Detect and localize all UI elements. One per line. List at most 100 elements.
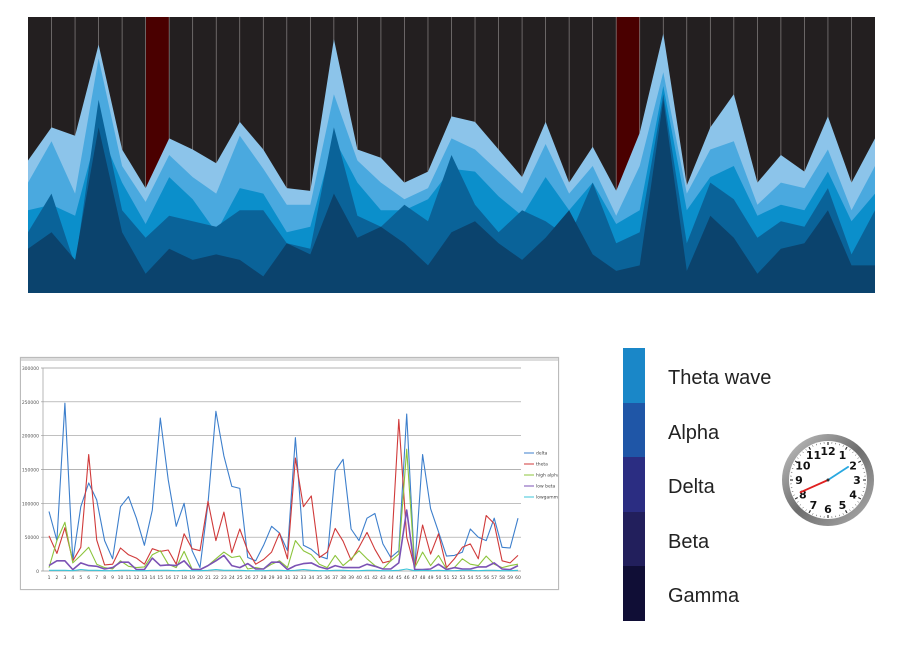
clock-tick xyxy=(844,446,848,450)
x-tick-label: 17 xyxy=(173,575,179,581)
brainwave-line-chart-panel: 0 50000 100000 150000 200000 250000 300000 1 2 3 4… xyxy=(20,357,561,590)
x-tick-label: 54 xyxy=(467,575,473,581)
clock-tick xyxy=(849,509,851,511)
x-tick-label: 29 xyxy=(269,575,275,581)
clock-tick xyxy=(857,501,859,503)
x-tick-label: 25 xyxy=(237,575,243,581)
clock-number: 10 xyxy=(795,460,811,473)
x-tick-label: 15 xyxy=(157,575,163,581)
legend-label-alpha: Alpha xyxy=(668,422,720,444)
clock-tick xyxy=(854,504,857,506)
legend-swatch-gamma xyxy=(623,566,645,621)
clock-number: 12 xyxy=(820,445,835,458)
series-line-low-beta xyxy=(48,509,519,571)
x-tick-label: 57 xyxy=(491,575,497,581)
x-tick-label: 40 xyxy=(356,575,362,581)
x-tick-label: 20 xyxy=(197,575,203,581)
clock-number: 2 xyxy=(849,460,857,473)
legend-label-gamma: Gamma xyxy=(668,585,740,607)
series-line-high-alpha xyxy=(48,448,519,571)
x-tick-label: 13 xyxy=(142,575,148,581)
legend-swatch-beta xyxy=(623,511,645,567)
x-tick-label: 46 xyxy=(404,575,410,581)
x-tick-label: 52 xyxy=(452,575,458,581)
clock-tick xyxy=(852,506,854,509)
clock-tick xyxy=(799,454,802,456)
x-tick-label: 39 xyxy=(348,575,354,581)
clock-center xyxy=(826,478,830,482)
x-tick-label: 11 xyxy=(126,575,132,581)
x-tick-label: 18 xyxy=(181,575,187,581)
clock-number: 8 xyxy=(799,489,807,502)
x-tick-label: 12 xyxy=(134,575,140,581)
clock-number: 4 xyxy=(849,489,857,502)
y-tick-label: 0 xyxy=(36,569,39,575)
x-tick-label: 43 xyxy=(380,575,386,581)
x-tick-label: 9 xyxy=(111,575,114,581)
x-tick-label: 42 xyxy=(372,575,378,581)
x-tick-label: 60 xyxy=(515,575,521,581)
clock-number: 11 xyxy=(806,449,821,462)
clock-tick xyxy=(794,460,798,464)
clock-tick xyxy=(799,504,802,506)
x-tick-label: 32 xyxy=(293,575,299,581)
legend-entry: theta xyxy=(536,462,548,468)
clock-tick xyxy=(857,457,859,459)
x-tick-label: 33 xyxy=(301,575,307,581)
y-tick-label: 50000 xyxy=(25,535,39,541)
x-tick-label: 58 xyxy=(499,575,505,581)
x-tick-label: 14 xyxy=(149,575,155,581)
clock-tick xyxy=(858,496,862,500)
series-line-lowgamma xyxy=(49,568,519,572)
clock-tick xyxy=(854,454,857,456)
clock-tick xyxy=(808,446,812,450)
x-tick-label: 34 xyxy=(308,575,314,581)
x-tick-label: 3 xyxy=(63,575,66,581)
y-tick-label: 200000 xyxy=(22,434,39,440)
x-tick-label: 48 xyxy=(420,575,426,581)
clock-tick xyxy=(802,451,804,454)
legend-swatch-alpha xyxy=(623,402,645,458)
x-tick-label: 41 xyxy=(364,575,370,581)
clock-tick xyxy=(849,449,851,451)
x-tick-label: 23 xyxy=(221,575,227,581)
legend-label-theta: Theta wave xyxy=(668,367,772,389)
x-tick-label: 49 xyxy=(428,575,434,581)
clock-tick xyxy=(842,513,844,515)
x-tick-label: 22 xyxy=(213,575,219,581)
clock-number: 1 xyxy=(839,449,847,462)
clock-tick xyxy=(861,464,863,466)
clock-tick xyxy=(844,510,848,514)
y-tick-label: 150000 xyxy=(22,468,39,474)
clock-tick xyxy=(805,509,807,511)
clock-number: 9 xyxy=(795,474,803,487)
x-tick-label: 27 xyxy=(253,575,259,581)
x-tick-label: 55 xyxy=(475,575,481,581)
y-tick-label: 100000 xyxy=(22,501,39,507)
x-tick-label: 59 xyxy=(507,575,513,581)
legend-entry: high alpha xyxy=(536,473,558,479)
brainwave-area-chart xyxy=(28,17,875,293)
clock-tick xyxy=(812,445,814,447)
y-tick-label: 300000 xyxy=(22,366,39,372)
series-line-theta xyxy=(48,418,519,569)
legend-entry: lowgamma xyxy=(536,495,558,501)
clock-tick xyxy=(858,460,862,464)
x-tick-label: 28 xyxy=(261,575,267,581)
x-tick-label: 31 xyxy=(285,575,291,581)
x-tick-label: 6 xyxy=(87,575,90,581)
clock-minute-hand xyxy=(799,479,829,494)
color-legend-bar xyxy=(623,348,645,621)
series-line-delta xyxy=(48,402,519,570)
clock-tick xyxy=(794,496,798,500)
legend-swatch-delta xyxy=(623,457,645,512)
legend-swatch-theta xyxy=(623,348,645,403)
clock-number: 6 xyxy=(824,503,832,516)
x-tick-label: 37 xyxy=(332,575,338,581)
x-tick-label: 26 xyxy=(245,575,251,581)
clock-tick xyxy=(797,457,799,459)
x-tick-label: 38 xyxy=(340,575,346,581)
legend-label-beta: Beta xyxy=(668,531,710,553)
clock-tick xyxy=(812,513,814,515)
x-tick-label: 8 xyxy=(103,575,106,581)
